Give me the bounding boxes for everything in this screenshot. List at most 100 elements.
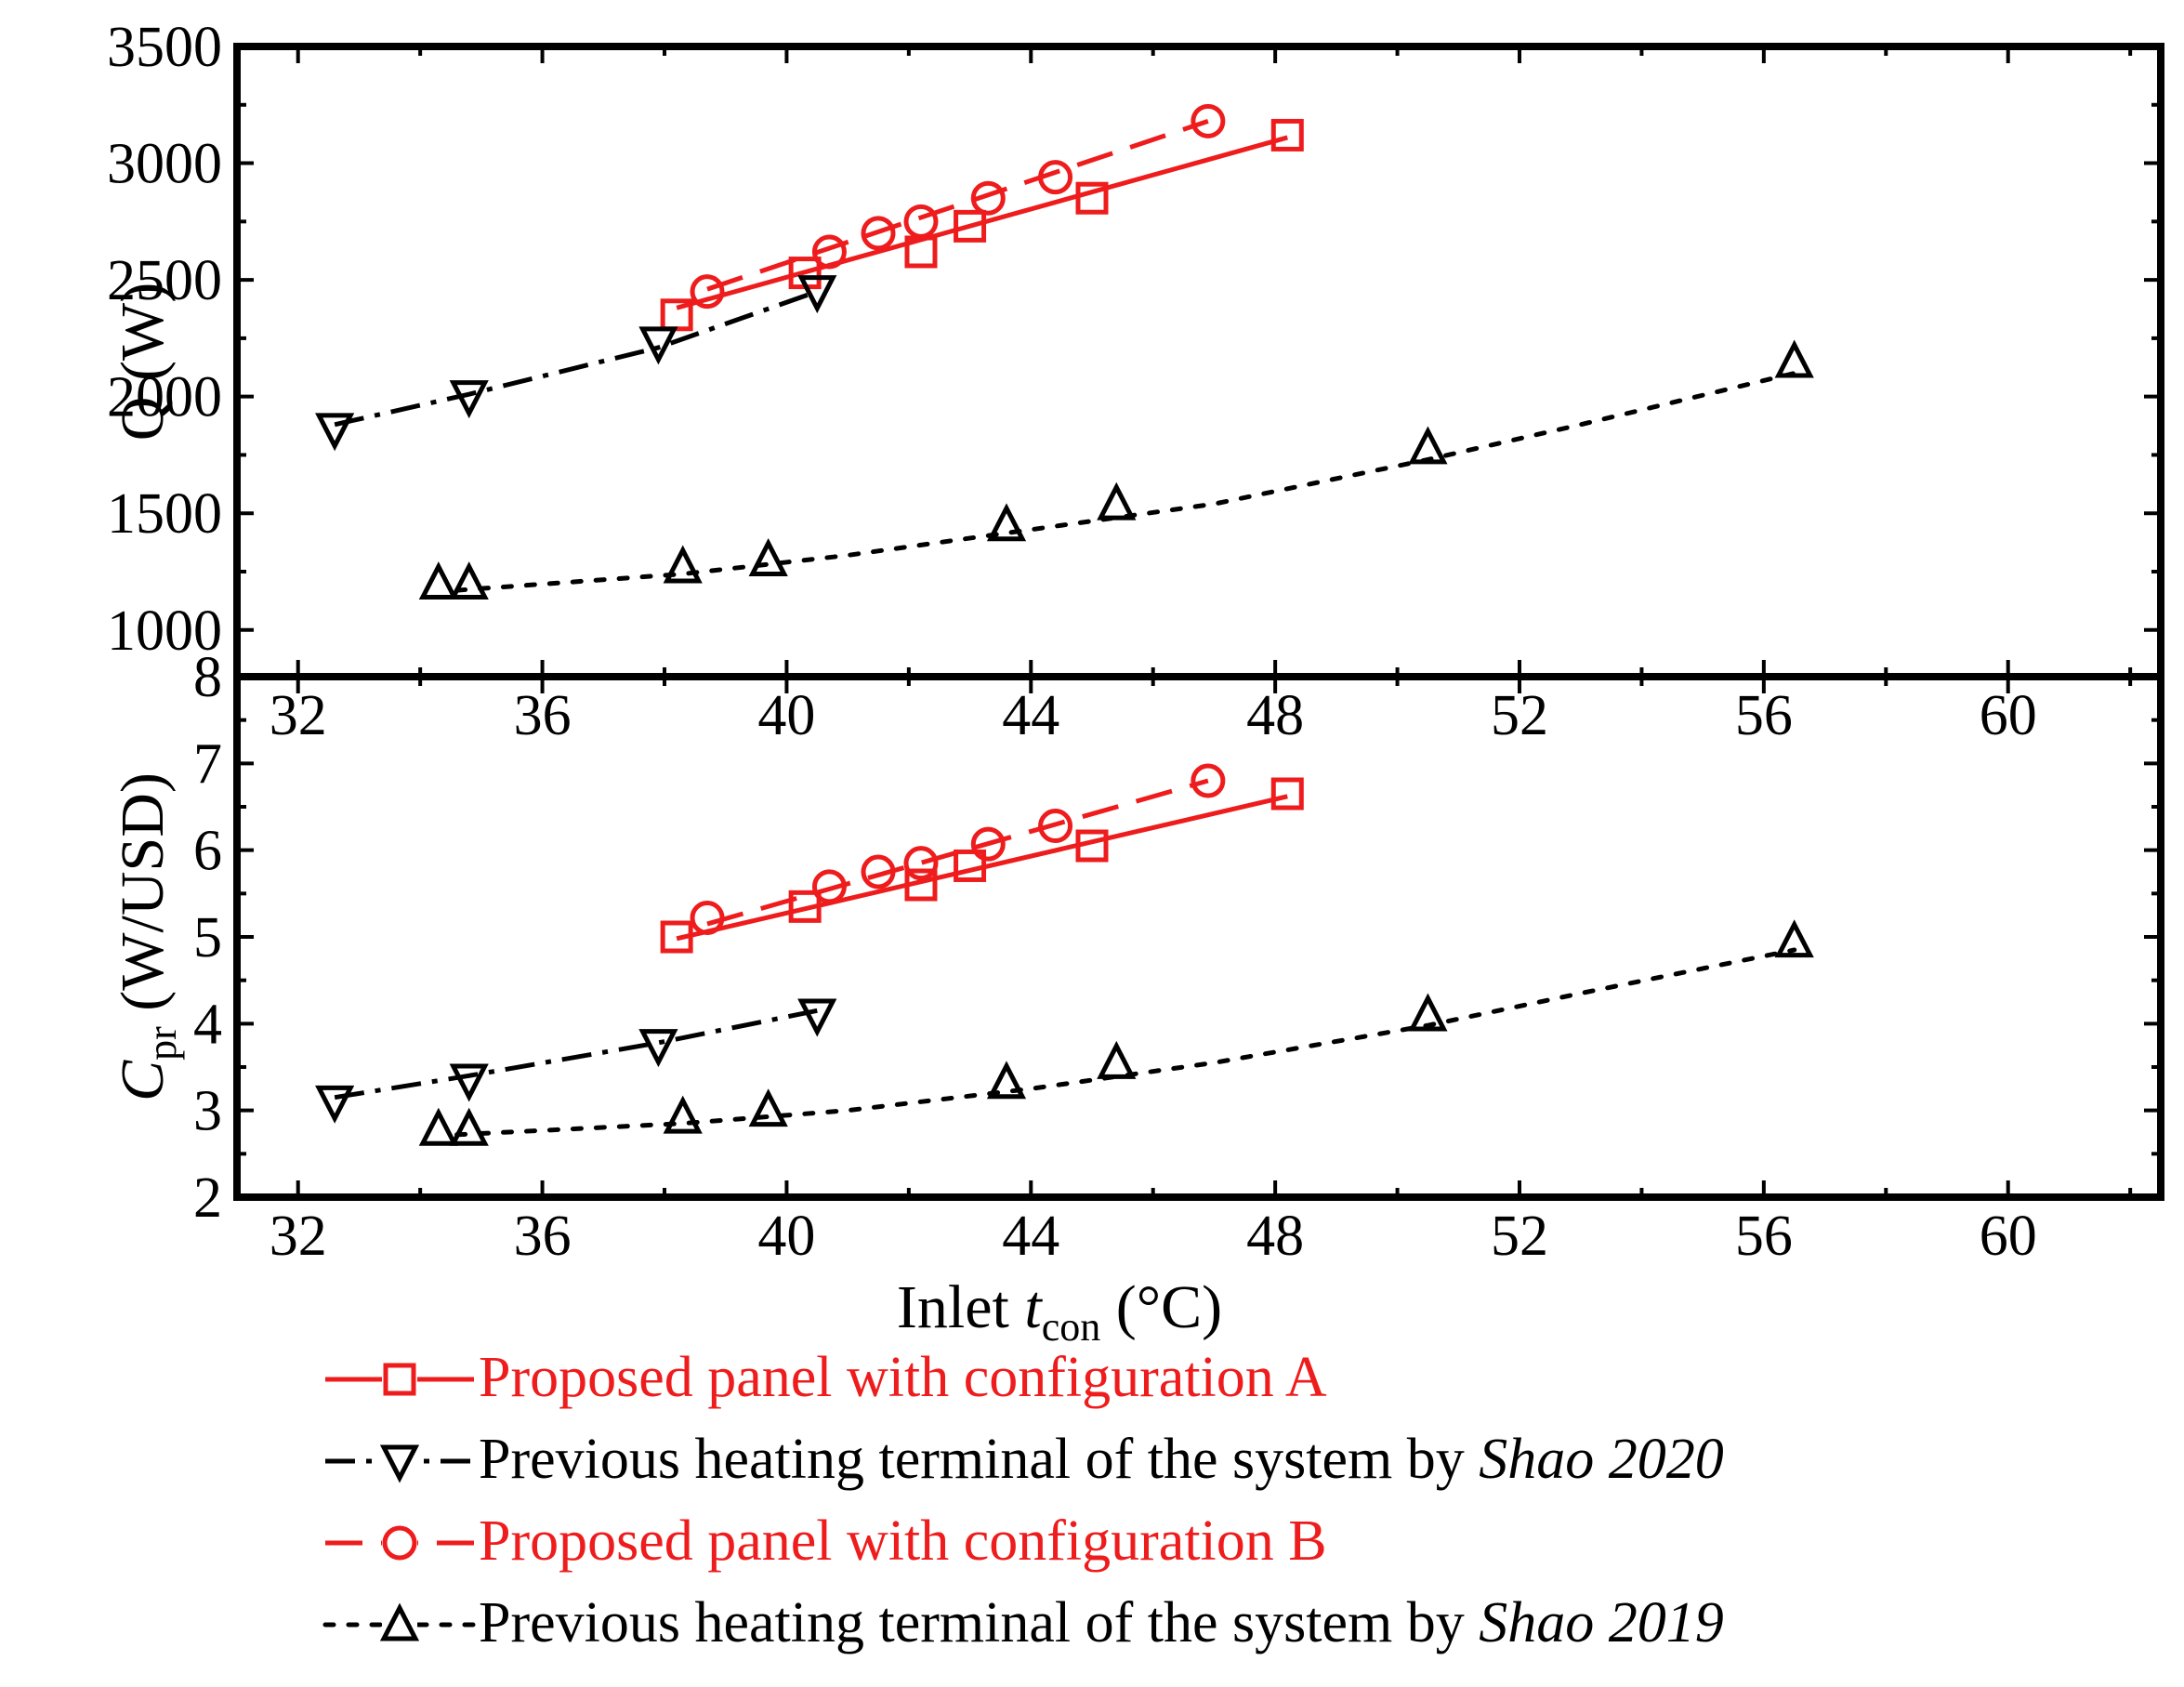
data-point-B-top	[903, 204, 939, 239]
fit-line-S2020-bottom	[334, 1008, 818, 1101]
fit-line-B-top	[706, 118, 1209, 292]
y-axis-label-unit: (W)	[109, 283, 177, 397]
data-point-S2019-bottom	[986, 1061, 1027, 1100]
x-tick-label: 48	[1246, 684, 1304, 747]
x-tick-label: 60	[1980, 684, 2037, 747]
data-point-S2019-bottom	[663, 1095, 703, 1134]
y-tick-label: 8	[193, 646, 222, 709]
data-point-S2020-top	[797, 275, 837, 314]
x-tick-label: 56	[1735, 684, 1793, 747]
data-point-S2019-bottom	[1097, 1040, 1137, 1079]
y-tick-label: 3000	[107, 133, 222, 196]
y-tick-label: 3500	[107, 16, 222, 79]
x-axis-label-subscript: con	[1042, 1304, 1101, 1350]
y-tick-label: 2000	[107, 366, 222, 429]
fit-line-S2019-bottom	[454, 947, 1797, 1138]
data-point-B-bottom	[1191, 763, 1226, 798]
y-tick-label: 2500	[107, 249, 222, 312]
y-tick-label: 7	[193, 732, 222, 796]
data-point-B-top	[861, 216, 896, 251]
data-point-S2019-top	[449, 561, 489, 600]
data-point-B-top	[690, 274, 725, 310]
y-axis-label-bottom: Cpr (W/USD)	[109, 772, 185, 1101]
data-point-S2019-top	[663, 545, 703, 584]
data-point-S2019-top	[1774, 339, 1814, 378]
legend-marker-B	[382, 1525, 417, 1561]
x-tick-label: 36	[514, 1205, 572, 1268]
data-point-A-top	[954, 209, 987, 243]
data-point-A-top	[1270, 118, 1304, 152]
y-tick-label: 1000	[107, 600, 222, 663]
legend-marker-A	[383, 1363, 416, 1396]
data-point-B-bottom	[903, 846, 939, 881]
x-tick-label: 40	[757, 1205, 815, 1268]
data-point-S2019-bottom	[449, 1107, 489, 1146]
y-axis-label-top: Q (W)	[109, 283, 177, 441]
data-point-S2019-top	[986, 503, 1027, 542]
legend-marker-S2019	[379, 1602, 420, 1641]
x-tick-label: 44	[1002, 684, 1059, 747]
x-tick-label: 36	[514, 684, 572, 747]
data-point-S2020-top	[315, 413, 355, 452]
data-point-S2020-bottom	[638, 1029, 678, 1068]
legend-label-S2020: Previous heating terminal of the system …	[479, 1428, 1724, 1491]
y-tick-label: 3	[193, 1080, 222, 1143]
data-point-B-top	[970, 180, 1006, 216]
x-axis-label-variable: t	[1024, 1273, 1043, 1341]
y-tick-label: 6	[193, 820, 222, 883]
data-point-S2019-top	[1408, 426, 1448, 465]
legend-label-text: Previous heating terminal of the system …	[479, 1591, 1479, 1654]
x-tick-label: 48	[1246, 1205, 1304, 1268]
data-point-B-bottom	[1038, 809, 1073, 844]
fit-line-S2019-top	[454, 371, 1797, 593]
y-axis-label-main: Q	[109, 397, 177, 442]
x-tick-label: 60	[1980, 1205, 2037, 1268]
y-tick-label: 5	[193, 906, 222, 969]
plot-frame-top	[233, 43, 2164, 680]
y-axis-label-unit: (W/USD)	[109, 772, 177, 1026]
panel-top-q: 32 36 40 44 48 52 56 60 1000 1500 2000 2500 3000 3500…	[107, 16, 2164, 747]
fit-line-B-bottom	[706, 778, 1209, 927]
data-point-B-top	[1191, 103, 1226, 138]
data-point-S2020-bottom	[315, 1085, 355, 1124]
data-point-S2019-top	[418, 561, 458, 600]
legend-label-text: Previous heating terminal of the system …	[479, 1428, 1479, 1491]
data-point-B-bottom	[861, 854, 896, 890]
legend-label-text: Proposed panel with configuration B	[479, 1509, 1327, 1573]
data-point-S2019-bottom	[418, 1107, 458, 1146]
y-axis-label-sub: pr	[139, 1026, 185, 1061]
data-point-A-bottom	[660, 920, 693, 954]
data-point-S2019-bottom	[1408, 993, 1448, 1032]
legend-label-S2019: Previous heating terminal of the system …	[479, 1591, 1724, 1654]
x-tick-label: 52	[1491, 1205, 1548, 1268]
x-tick-label: 52	[1491, 684, 1548, 747]
data-point-S2019-bottom	[1774, 919, 1814, 958]
data-point-A-bottom	[788, 890, 822, 923]
legend-label-citation: Shao 2019	[1479, 1591, 1724, 1654]
data-point-S2019-top	[1097, 481, 1137, 521]
x-tick-label: 32	[270, 1205, 327, 1268]
x-tick-label: 44	[1002, 1205, 1059, 1268]
data-point-B-bottom	[970, 826, 1006, 862]
y-tick-label: 4	[193, 993, 222, 1056]
y-axis-label-main: C	[109, 1060, 177, 1101]
x-axis-label-prefix: Inlet	[897, 1273, 1024, 1341]
data-point-A-bottom	[954, 849, 987, 882]
legend-label-A: Proposed panel with configuration A	[479, 1346, 1327, 1409]
data-point-S2019-bottom	[748, 1088, 788, 1127]
legend-marker-S2020	[379, 1444, 420, 1483]
data-point-A-top	[1075, 181, 1109, 215]
data-point-B-bottom	[690, 900, 725, 935]
data-point-S2020-bottom	[797, 998, 837, 1037]
x-tick-label: 32	[270, 684, 327, 747]
legend-label-citation: Shao 2020	[1479, 1428, 1724, 1491]
plot-frame-bottom	[233, 673, 2164, 1201]
data-point-B-bottom	[811, 869, 847, 904]
data-point-S2020-top	[449, 380, 489, 419]
data-point-A-bottom	[1075, 829, 1109, 863]
x-tick-label: 40	[757, 684, 815, 747]
fit-line-S2020-top	[334, 289, 819, 428]
legend: Proposed panel with configuration A Previ…	[322, 1346, 1724, 1654]
